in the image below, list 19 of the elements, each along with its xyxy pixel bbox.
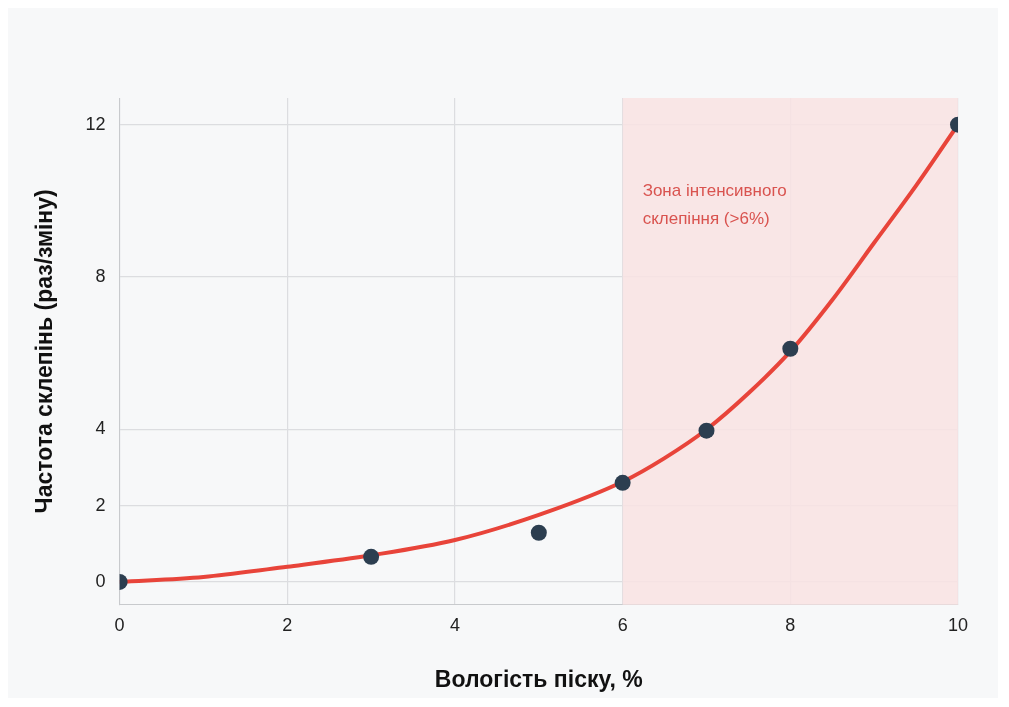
x-tick-label: 4 — [449, 614, 460, 635]
point — [363, 548, 380, 565]
x-tick-label: 2 — [282, 614, 293, 635]
point — [614, 474, 631, 491]
x-tick-label: 10 — [947, 614, 969, 635]
x-tick-label: 8 — [785, 614, 796, 635]
y-tick-label: 12 — [85, 113, 106, 134]
y-tick-label: 0 — [95, 570, 106, 591]
x-tick-label: 6 — [617, 614, 628, 635]
y-tick-label: 2 — [95, 494, 106, 515]
y-axis-title: Частота склепінь (раз/зміну) — [31, 189, 58, 514]
x-axis-title: Вологість піску, % — [434, 665, 643, 692]
point — [782, 340, 799, 357]
y-tick-label: 8 — [95, 266, 106, 287]
point — [530, 524, 547, 541]
x-tick-label: 0 — [114, 614, 125, 635]
point — [698, 422, 715, 439]
band-label: Зона інтенсивного склепіння (>6%) — [642, 181, 787, 229]
y-tick-label: 4 — [95, 418, 106, 439]
